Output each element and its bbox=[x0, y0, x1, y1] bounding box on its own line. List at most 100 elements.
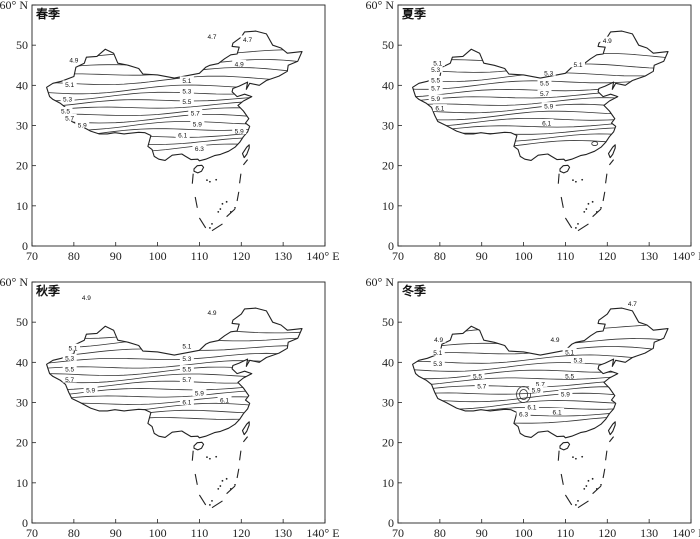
isoline-label-bg bbox=[570, 356, 585, 364]
island-mark bbox=[206, 456, 208, 459]
isoline-label: 5.5 bbox=[182, 367, 191, 374]
x-tick-label: 80 bbox=[68, 526, 80, 539]
map-panel-3: 4.9 4.9 5.1 5.1 5.3 5.3 5.5 5.5 5.7 5.7 5.9 5.9 6.1 6… bbox=[0, 275, 340, 539]
isoline-label-bg bbox=[558, 389, 573, 397]
y-tick-label: 50 bbox=[16, 315, 28, 329]
isoline-label: 6.1 bbox=[435, 106, 444, 113]
x-tick-label: 100 bbox=[149, 249, 167, 263]
x-tick-label: 130 bbox=[640, 526, 658, 539]
isoline-label: 5.5 bbox=[565, 373, 574, 380]
isoline-label: 5.7 bbox=[65, 377, 74, 384]
island-mark bbox=[217, 210, 220, 213]
sea-boundary-dash bbox=[211, 500, 223, 509]
sea-boundary-dash bbox=[605, 173, 608, 184]
island-mark bbox=[208, 180, 211, 183]
island-mark bbox=[215, 178, 218, 181]
isoline-label-bg bbox=[533, 379, 548, 387]
isoline-label-bg bbox=[192, 144, 207, 152]
isoline-label-bg bbox=[541, 68, 556, 76]
x-tick-label: 90 bbox=[110, 526, 122, 539]
isoline-label: 6.1 bbox=[178, 133, 187, 140]
isoline-label: 5.3 bbox=[431, 67, 440, 74]
isoline-label-bg bbox=[232, 59, 247, 67]
island-mark bbox=[219, 485, 222, 487]
x-tick-label: 80 bbox=[434, 249, 446, 263]
isoline-label: 4.9 bbox=[82, 295, 91, 302]
isoline-label: 6.1 bbox=[527, 404, 536, 411]
x-tick-label: 120 bbox=[232, 249, 250, 263]
island-mark bbox=[208, 227, 211, 229]
x-tick-label: 90 bbox=[476, 526, 488, 539]
isoline-label: 5.3 bbox=[182, 356, 191, 363]
sea-boundary-dash bbox=[236, 468, 240, 479]
isoline-label-bg bbox=[570, 60, 585, 68]
isoline-label: 5.7 bbox=[191, 110, 200, 117]
isoline-label: 5.3 bbox=[65, 355, 74, 362]
isoline-label-bg bbox=[179, 86, 194, 94]
isoline-label-bg bbox=[240, 35, 255, 43]
island-mark bbox=[225, 477, 228, 480]
x-tick-label: 70 bbox=[26, 526, 38, 539]
x-tick-label: 70 bbox=[392, 526, 404, 539]
sea-boundary-dash bbox=[236, 191, 240, 202]
isoline-label-bg bbox=[179, 365, 194, 373]
panel-title: 冬季 bbox=[402, 283, 427, 298]
isoline-label: 6.3 bbox=[195, 146, 204, 153]
island-mark bbox=[572, 179, 574, 182]
map-panel-1: 4.7 4.74.94.95.15.15.35.3 5.55.5 5.75.75.9 5… bbox=[0, 0, 340, 263]
y-tick-label: 40 bbox=[16, 355, 28, 369]
plot-frame bbox=[31, 281, 326, 524]
isoline-closed bbox=[516, 386, 531, 403]
island-mark bbox=[574, 180, 577, 183]
isoline-label: 5.7 bbox=[536, 381, 545, 388]
island-mark bbox=[215, 455, 218, 458]
sea-boundary-dash bbox=[226, 485, 236, 495]
sea-boundary-dash bbox=[577, 223, 589, 232]
isoline-label: 4.9 bbox=[207, 310, 216, 317]
y-tick-label: 30 bbox=[382, 396, 394, 410]
sea-boundary-dash bbox=[198, 494, 207, 506]
isoline-label-bg bbox=[188, 108, 203, 116]
isoline-label: 6.1 bbox=[542, 120, 551, 127]
isoline-label: 5.1 bbox=[565, 349, 574, 356]
sea-boundary-dash bbox=[577, 500, 589, 509]
y-tick-label: 10 bbox=[382, 476, 394, 490]
sea-boundary-dash bbox=[194, 473, 198, 485]
isoline-label: 4.9 bbox=[434, 337, 443, 344]
isoline-label-bg bbox=[190, 119, 205, 127]
panel-title: 夏季 bbox=[402, 6, 427, 21]
sea-boundary-dash bbox=[242, 159, 249, 166]
x-tick-label: 100 bbox=[149, 526, 167, 539]
isoline-closed bbox=[591, 141, 599, 146]
isoline-label-bg bbox=[62, 375, 77, 383]
x-tick-label: 80 bbox=[434, 526, 446, 539]
y-tick-label: 0 bbox=[22, 516, 28, 530]
isoline-label-bg bbox=[66, 55, 81, 63]
y-tick-label: 60° N bbox=[366, 0, 395, 12]
isoline-label: 5.3 bbox=[182, 88, 191, 95]
map-panel-4: 4.74.9 4.95.1 5.15.3 5.35.5 5.55.7 5.75.95.96… bbox=[366, 275, 700, 539]
isoline-label-bg bbox=[431, 335, 446, 343]
isoline-label-bg bbox=[529, 385, 544, 393]
y-tick-label: 50 bbox=[382, 315, 394, 329]
island-mark bbox=[572, 456, 574, 459]
isoline-label-bg bbox=[192, 389, 207, 397]
plot-frame bbox=[397, 281, 692, 524]
island-mark bbox=[581, 178, 584, 181]
isoline-label: 5.7 bbox=[540, 91, 549, 98]
y-tick-label: 20 bbox=[16, 436, 28, 450]
isoline-label: 5.3 bbox=[573, 358, 582, 365]
isoline-label-bg bbox=[58, 106, 73, 114]
x-tick-label: 140° E bbox=[306, 249, 339, 263]
island-mark bbox=[574, 227, 577, 229]
isoline-label: 5.9 bbox=[544, 104, 553, 111]
isoline-label-bg bbox=[179, 375, 194, 383]
island-mark bbox=[208, 457, 211, 460]
sea-boundary-dash bbox=[564, 494, 573, 506]
isoline-label-bg bbox=[562, 347, 577, 355]
island-mark bbox=[577, 223, 579, 225]
x-tick-label: 120 bbox=[232, 526, 250, 539]
isoline-label-bg bbox=[62, 353, 77, 361]
isoline-label-bg bbox=[62, 80, 77, 88]
taiwan-island bbox=[607, 421, 616, 436]
